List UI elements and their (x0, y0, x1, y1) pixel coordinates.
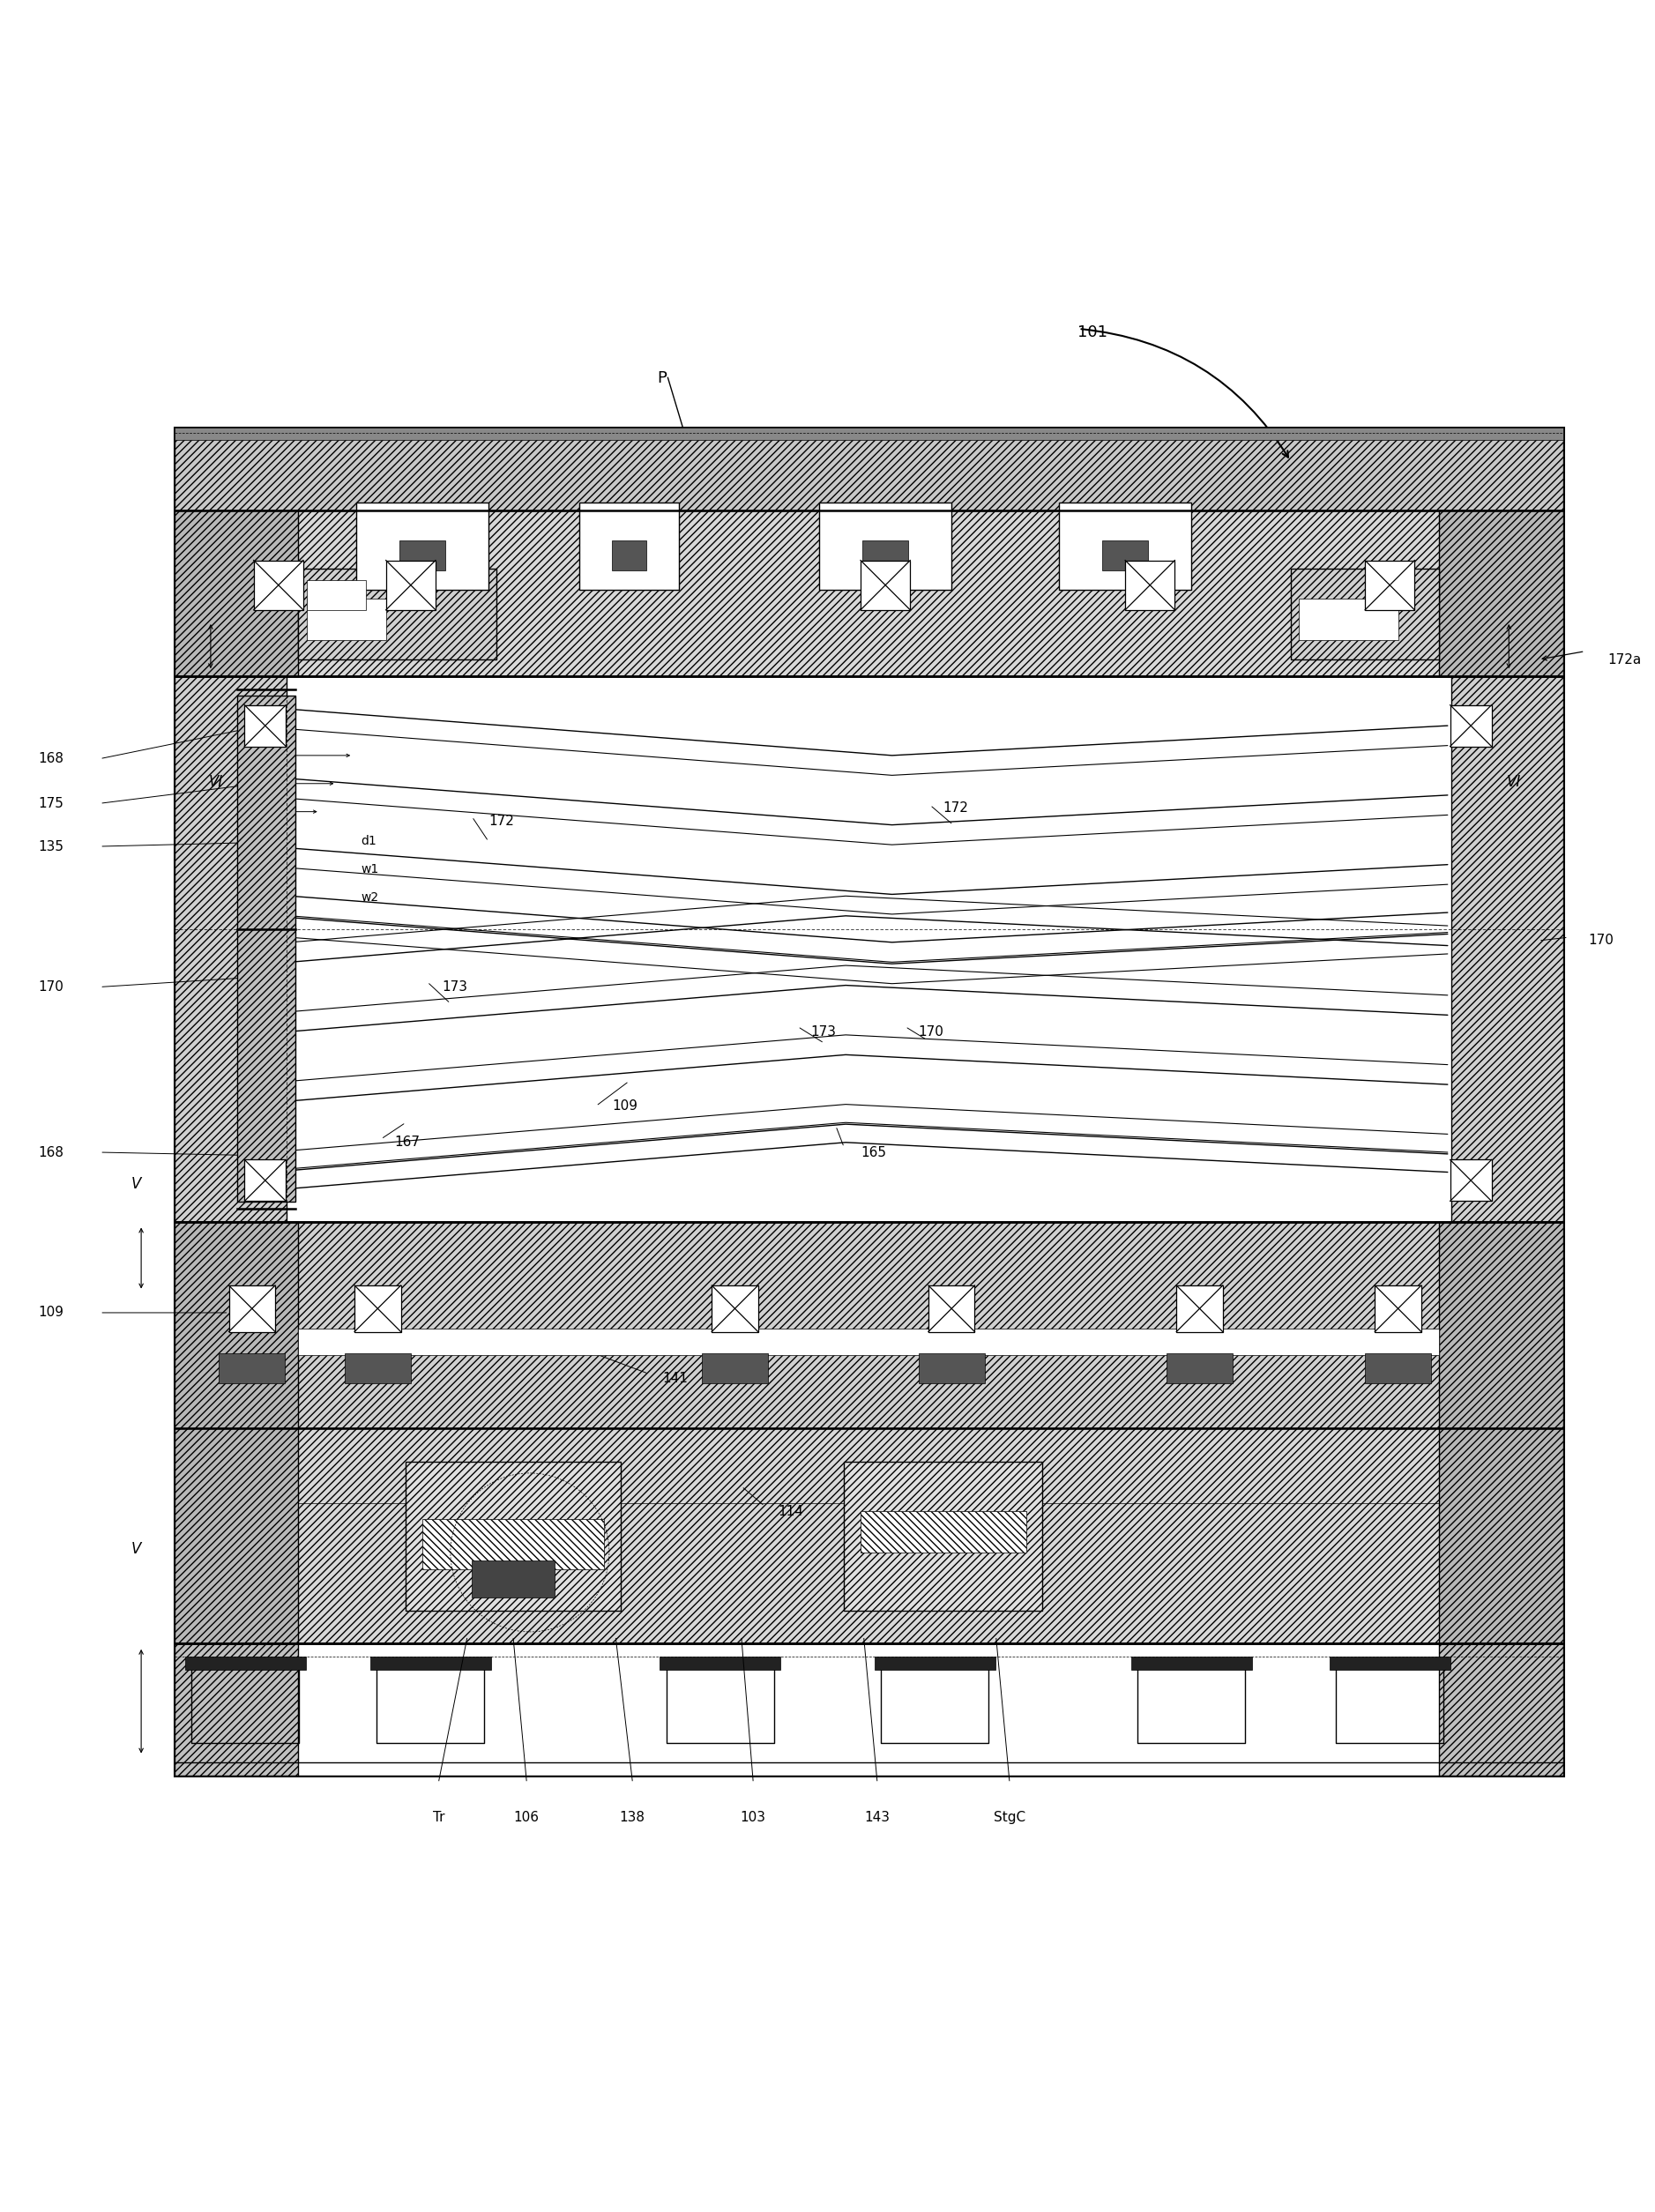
Text: V: V (131, 1177, 141, 1192)
Bar (174, 429, 1564, 511)
Bar (174, 511, 1564, 677)
Bar (1440, 511, 1564, 677)
Bar (422, 1520, 604, 1568)
Bar (1167, 1354, 1233, 1382)
Text: 170: 170 (1589, 933, 1614, 947)
Bar (185, 1657, 306, 1670)
Text: d1: d1 (361, 836, 377, 847)
Text: 168: 168 (38, 752, 63, 765)
Text: 109: 109 (38, 1305, 63, 1318)
Text: 135: 135 (38, 841, 63, 854)
Bar (405, 1462, 621, 1610)
Bar (861, 560, 910, 611)
Bar (844, 1462, 1043, 1610)
Bar (862, 540, 909, 571)
Bar (174, 429, 1564, 1776)
Text: 173: 173 (442, 980, 468, 993)
Bar (1450, 1159, 1491, 1201)
Bar (660, 1657, 781, 1670)
Text: 172: 172 (488, 814, 515, 827)
Bar (354, 1285, 401, 1332)
Bar (612, 540, 647, 571)
Bar (861, 1511, 1026, 1553)
Bar (874, 1657, 995, 1670)
Bar (819, 502, 952, 591)
Text: 172a: 172a (1609, 653, 1642, 666)
Text: 141: 141 (662, 1371, 687, 1385)
Bar (1451, 677, 1564, 1221)
Text: 172: 172 (943, 801, 968, 814)
Bar (702, 1354, 768, 1382)
Bar (371, 1657, 492, 1670)
Bar (579, 502, 679, 591)
Text: 170: 170 (919, 1024, 943, 1037)
Bar (306, 599, 386, 639)
Bar (174, 1221, 298, 1429)
Text: w2: w2 (361, 891, 379, 905)
Bar (1440, 1644, 1564, 1776)
Bar (1125, 560, 1175, 611)
Bar (1375, 1285, 1422, 1332)
Text: StgC: StgC (993, 1809, 1026, 1823)
Bar (306, 580, 366, 611)
Bar (1291, 568, 1440, 659)
Bar (919, 1354, 985, 1382)
Bar (174, 1644, 1564, 1776)
Text: w1: w1 (361, 863, 379, 876)
Bar (1450, 706, 1491, 745)
Bar (174, 1429, 298, 1644)
Bar (928, 1285, 975, 1332)
Text: Tr: Tr (434, 1809, 445, 1823)
Bar (174, 429, 1564, 440)
Bar (174, 1644, 298, 1776)
Bar (472, 1562, 554, 1597)
Bar (298, 1329, 1440, 1356)
Bar (1440, 1429, 1564, 1644)
Text: 106: 106 (513, 1809, 540, 1823)
Text: V: V (131, 1542, 141, 1557)
Text: 109: 109 (612, 1099, 639, 1113)
Text: 103: 103 (740, 1809, 766, 1823)
Bar (344, 1354, 410, 1382)
Bar (237, 697, 295, 1201)
Bar (386, 560, 435, 611)
Text: 138: 138 (619, 1809, 645, 1823)
Bar (712, 1285, 758, 1332)
Text: 143: 143 (864, 1809, 890, 1823)
Bar (1440, 1221, 1564, 1429)
Bar (245, 706, 286, 745)
Bar (399, 540, 445, 571)
Bar (1130, 1657, 1251, 1670)
Bar (1365, 1354, 1432, 1382)
Text: 173: 173 (811, 1024, 836, 1037)
Bar (356, 502, 488, 591)
Text: 167: 167 (394, 1135, 420, 1148)
Bar (174, 511, 298, 677)
Text: 114: 114 (778, 1504, 803, 1517)
Bar (1329, 1657, 1450, 1670)
Bar (298, 568, 496, 659)
Bar (1299, 599, 1398, 639)
Bar (1102, 540, 1149, 571)
Bar (228, 1285, 275, 1332)
Bar (1365, 560, 1415, 611)
Text: 175: 175 (38, 796, 63, 810)
Bar (253, 560, 303, 611)
Bar (245, 1159, 286, 1201)
Bar (1177, 1285, 1223, 1332)
Text: VI: VI (1506, 774, 1521, 790)
Text: 165: 165 (861, 1146, 885, 1159)
Bar (174, 677, 286, 1221)
Bar (174, 1221, 1564, 1429)
Text: 101: 101 (1077, 325, 1107, 341)
Text: 168: 168 (38, 1146, 63, 1159)
Bar (174, 1429, 1564, 1644)
Text: P: P (657, 369, 667, 387)
Bar (218, 1354, 285, 1382)
Text: VI: VI (209, 774, 223, 790)
Text: 170: 170 (38, 980, 63, 993)
Bar (1059, 502, 1192, 591)
